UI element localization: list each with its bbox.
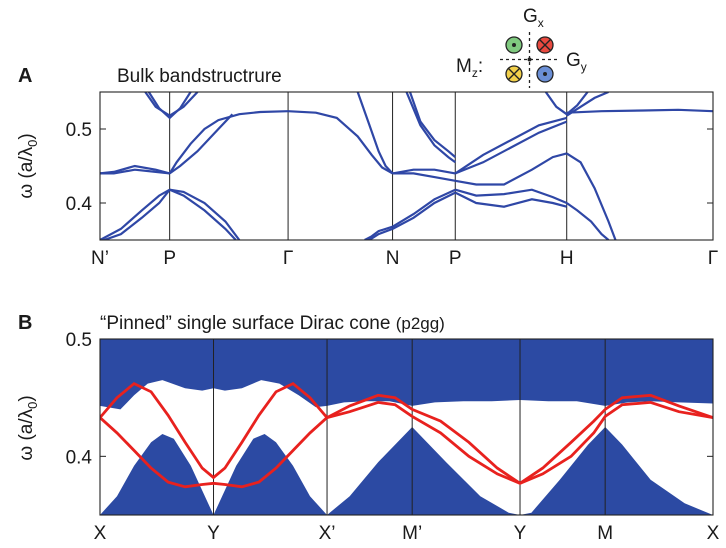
panel-b-y-axis-label: ω (a/λ0) — [16, 395, 40, 460]
legend-yellow-cross-mark — [508, 68, 520, 80]
x-tick-label: M — [597, 523, 613, 544]
bulk-band-line — [100, 168, 170, 175]
lower-bulk-continuum — [100, 427, 713, 515]
panel-a-y-axis-label: ω (a/λ0) — [16, 133, 40, 198]
bulk-band-line — [168, 110, 289, 174]
panel-b-k-lines — [213, 339, 606, 515]
bulk-band-line — [392, 168, 456, 175]
bulk-band-line — [392, 191, 456, 230]
y-tick-label: 0.5 — [66, 120, 92, 141]
bulk-band-line — [356, 92, 394, 175]
bulk-band-line — [455, 188, 568, 205]
bulk-band-line — [147, 92, 192, 120]
bulk-band-line — [566, 202, 610, 240]
surface-band-line — [326, 400, 713, 485]
panel-b-letter: B — [18, 312, 32, 334]
x-tick-label: X — [707, 523, 720, 544]
legend-blue-dot-center — [543, 72, 547, 76]
panel-b-x-labels: X Y X’ M’ Y M X — [94, 523, 720, 544]
gx-label: Gx — [523, 6, 544, 30]
x-tick-label: Γ — [708, 248, 718, 269]
x-tick-label: H — [560, 248, 574, 269]
panel-b-y-ticks: 0.4 0.5 — [66, 330, 713, 468]
y-tick-label: 0.4 — [66, 447, 93, 468]
x-tick-label: X’ — [319, 523, 336, 544]
bulk-band-line — [364, 227, 393, 240]
x-tick-label: Y — [514, 523, 527, 544]
bulk-band-line — [454, 116, 567, 175]
bulk-band-line — [455, 152, 567, 186]
surface-band-line — [100, 381, 329, 480]
bulk-band-line — [454, 120, 568, 175]
bulk-band-line — [100, 189, 171, 240]
bulk-band-line — [392, 188, 456, 228]
panel-a-x-labels: N’ P Γ N P H Γ — [91, 248, 718, 269]
upper-bulk-continuum — [100, 339, 713, 410]
bulk-band-line — [288, 110, 394, 175]
x-tick-label: X — [94, 523, 107, 544]
bulk-band-line — [169, 188, 237, 240]
panel-b-surface-bands — [100, 381, 713, 489]
y-tick-label: 0.4 — [66, 194, 93, 215]
bulk-band-line — [392, 172, 456, 182]
x-tick-label: M’ — [402, 523, 422, 544]
bulk-band-line — [169, 188, 241, 240]
bulk-band-line — [566, 152, 617, 240]
panel-b: B “Pinned” single surface Dirac cone (p2… — [16, 312, 720, 544]
legend-green-dot-center — [512, 43, 516, 47]
bulk-band-line — [408, 92, 457, 158]
panel-a-letter: A — [18, 65, 32, 87]
x-tick-label: Γ — [283, 248, 293, 269]
panel-a-y-ticks: 0.4 0.5 — [66, 120, 713, 215]
x-tick-label: P — [163, 248, 176, 269]
mz-label: Mz: — [456, 56, 483, 80]
bulk-band-line — [100, 188, 171, 240]
x-tick-label: N’ — [91, 248, 109, 269]
symmetry-legend: Mz: Gx Gy — [456, 6, 587, 88]
bulk-band-line — [544, 92, 589, 116]
x-tick-label: N — [386, 248, 400, 269]
legend-center-point — [527, 57, 532, 62]
panel-a-title: Bulk bandstructrure — [117, 66, 282, 87]
bulk-band-line — [169, 113, 234, 175]
legend-red-cross-mark — [539, 39, 551, 51]
y-tick-label: 0.5 — [66, 330, 92, 351]
panel-a-k-lines — [169, 92, 568, 240]
x-tick-label: P — [449, 248, 462, 269]
panel-b-frame — [99, 338, 714, 516]
panel-a-frame — [99, 91, 714, 241]
bulk-band-line — [454, 191, 567, 208]
bulk-band-line — [566, 108, 713, 114]
gy-label: Gy — [566, 50, 587, 74]
bulk-band-line — [405, 92, 456, 164]
panel-a-bands — [100, 92, 713, 240]
bulk-band-line — [144, 92, 199, 118]
panel-a: A Bulk bandstructrure 0.4 0.5 N’ P Γ N P H Γ ω … — [16, 65, 718, 269]
bulk-band-line — [566, 92, 609, 117]
x-tick-label: Y — [207, 523, 220, 544]
panel-b-continuum — [100, 339, 713, 515]
surface-band-line — [100, 416, 328, 489]
panel-b-title: “Pinned” single surface Dirac cone (p2gg… — [100, 313, 445, 334]
